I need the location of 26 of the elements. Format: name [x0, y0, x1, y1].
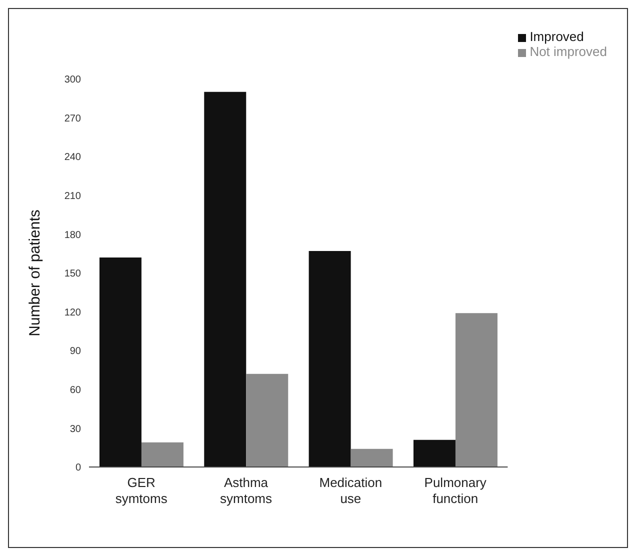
y-tick-label: 270 — [64, 113, 82, 124]
legend-label: Not improved — [530, 44, 607, 59]
bar — [204, 92, 246, 467]
bar — [246, 374, 288, 467]
y-tick-label: 150 — [64, 268, 82, 280]
y-tick-label: 120 — [64, 307, 82, 318]
x-tick-label: Asthma symtoms — [220, 475, 273, 506]
legend-label: Improved — [530, 29, 584, 44]
y-tick-label: 0 — [75, 462, 82, 474]
y-tick-label: 60 — [70, 384, 82, 396]
y-tick-label: 210 — [64, 190, 82, 202]
y-tick-label: 180 — [64, 230, 82, 241]
y-tick-label: 90 — [70, 346, 82, 358]
bar — [350, 448, 393, 467]
bar — [308, 251, 351, 467]
x-tick-label: GER symtoms — [115, 475, 168, 506]
y-tick-label: 240 — [64, 152, 82, 164]
bar — [455, 313, 498, 467]
bar — [141, 442, 184, 467]
y-tick-label: 30 — [70, 424, 82, 435]
x-tick-label: Pulmonary function — [424, 475, 487, 506]
bar — [99, 257, 142, 467]
x-tick-label: Medication use — [319, 475, 382, 506]
bar — [413, 440, 456, 467]
y-tick-label: 300 — [64, 74, 82, 86]
y-axis-title: Number of patients — [26, 210, 44, 336]
